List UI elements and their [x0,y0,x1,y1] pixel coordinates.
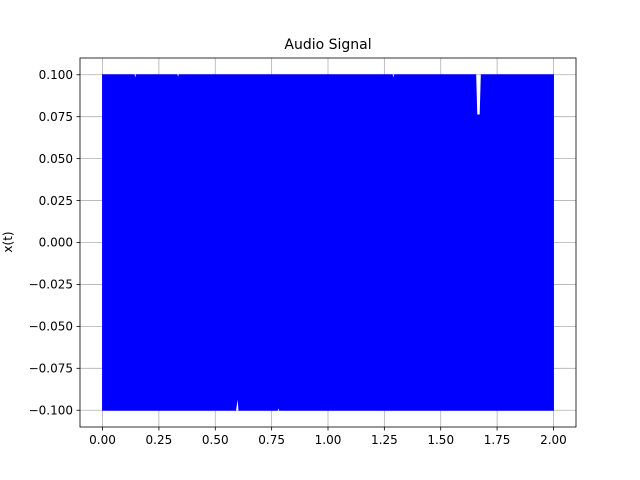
y-tick-label: 0.000 [39,236,73,250]
signal-series [102,74,554,411]
y-tick-label: −0.050 [29,320,73,334]
y-tick-label: 0.075 [39,110,73,124]
series-layer [102,74,554,411]
y-tick-label: −0.025 [29,278,73,292]
x-ticks: 0.00 0.25 0.50 0.75 1.00 1.25 1.50 1.75 2.00 [89,427,567,447]
y-tick-label: −0.100 [29,403,73,417]
y-tick-label: 0.050 [39,152,73,166]
x-tick-label: 0.75 [258,433,285,447]
x-tick-label: 1.00 [315,433,342,447]
y-axis-label: x(t) [1,231,15,252]
x-tick-label: 0.00 [89,433,116,447]
y-tick-label: 0.025 [39,194,73,208]
x-tick-label: 1.50 [427,433,454,447]
y-tick-label: −0.075 [29,361,73,375]
x-tick-label: 1.25 [371,433,398,447]
chart-title: Audio Signal [284,37,371,53]
x-tick-label: 0.25 [146,433,173,447]
x-tick-label: 2.00 [540,433,567,447]
x-tick-label: 0.50 [202,433,229,447]
y-ticks: −0.100 −0.075 −0.050 −0.025 0.000 0.025 0.050 0… [29,68,80,417]
y-tick-label: 0.100 [39,68,73,82]
x-tick-label: 1.75 [484,433,511,447]
